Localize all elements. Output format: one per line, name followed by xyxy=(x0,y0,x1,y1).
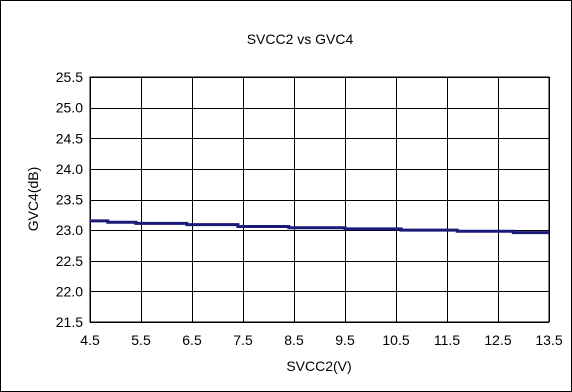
y-tick-label: 21.5 xyxy=(56,314,83,330)
x-tick-label: 6.5 xyxy=(182,332,202,348)
x-axis-label: SVCC2(V) xyxy=(286,358,351,374)
x-tick-label: 7.5 xyxy=(233,332,253,348)
y-tick-label: 23.0 xyxy=(56,222,83,238)
y-tick-label: 22.0 xyxy=(56,283,83,299)
x-tick-label: 13.5 xyxy=(535,332,562,348)
plot-area xyxy=(89,76,550,323)
y-tick-labels: 21.5 22.0 22.5 23.0 23.5 24.0 24.5 25.0 25.5 xyxy=(56,69,83,330)
y-tick-label: 23.5 xyxy=(56,192,83,208)
x-tick-labels: 4.5 5.5 6.5 7.5 8.5 9.5 10.5 11.5 12.5 13.5 xyxy=(80,332,563,348)
series-line xyxy=(90,219,549,235)
y-tick-label: 25.5 xyxy=(56,69,83,85)
x-tick-label: 10.5 xyxy=(382,332,409,348)
x-tick-label: 9.5 xyxy=(335,332,355,348)
x-tick-label: 4.5 xyxy=(80,332,100,348)
x-tick-label: 8.5 xyxy=(284,332,304,348)
y-tick-label: 25.0 xyxy=(56,100,83,116)
x-tick-label: 12.5 xyxy=(484,332,511,348)
y-tick-label: 24.5 xyxy=(56,130,83,146)
y-axis-label: GVC4(dB) xyxy=(25,167,41,232)
series-group xyxy=(90,219,549,235)
chart-title: SVCC2 vs GVC4 xyxy=(247,31,354,47)
y-tick-label: 22.5 xyxy=(56,253,83,269)
y-tick-label: 24.0 xyxy=(56,161,83,177)
x-tick-label: 11.5 xyxy=(434,332,460,348)
x-tick-label: 5.5 xyxy=(131,332,151,348)
